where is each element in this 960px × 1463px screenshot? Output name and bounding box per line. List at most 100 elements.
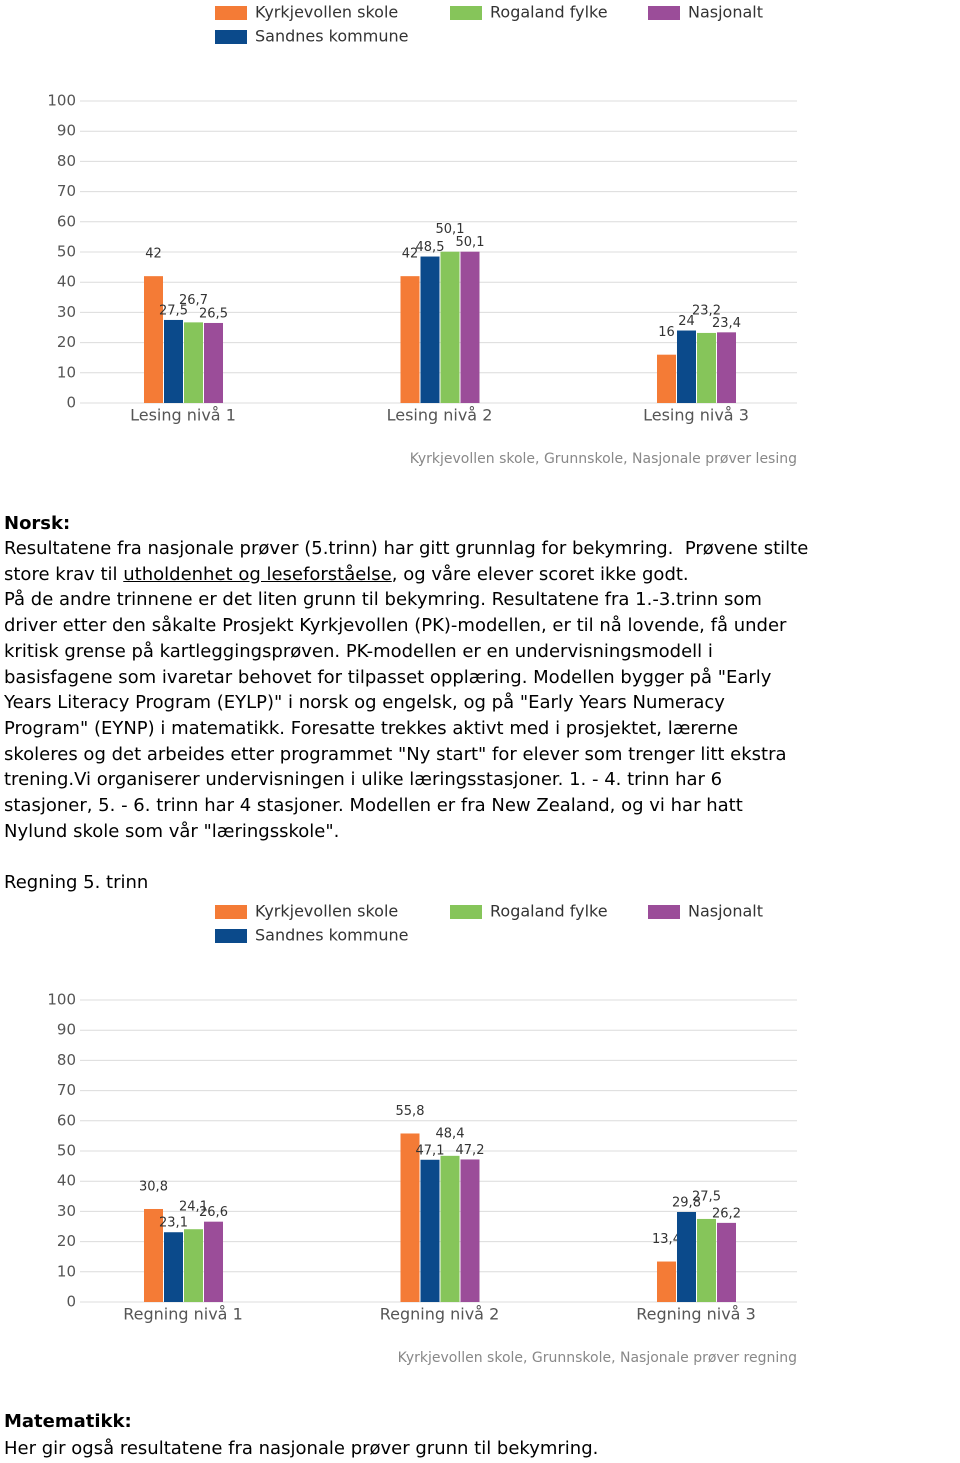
- bar: [717, 332, 736, 403]
- bar: [657, 1261, 676, 1302]
- legend-label: Sandnes kommune: [255, 926, 408, 945]
- bar: [164, 319, 183, 403]
- text-span: På de andre trinnene er det liten grunn …: [4, 589, 762, 611]
- x-tick-label: Lesing nivå 1: [130, 406, 236, 425]
- y-tick-label: 100: [47, 92, 76, 110]
- y-tick-label: 10: [57, 1262, 76, 1280]
- paragraph-line: Program" (EYNP) i matematikk. Foresatte …: [4, 718, 738, 740]
- value-label: 27,5: [159, 303, 188, 318]
- value-label: 55,8: [396, 1104, 425, 1119]
- value-label: 48,5: [416, 240, 445, 255]
- paragraph-line: basisfagene som ivaretar behovet for til…: [4, 667, 771, 689]
- paragraph-line: skoleres og det arbeides etter programme…: [4, 744, 787, 766]
- text-span: kritisk grense på kartleggingsprøven. PK…: [4, 640, 713, 662]
- value-label: 26,7: [179, 293, 208, 308]
- bar: [677, 330, 696, 403]
- y-tick-label: 0: [66, 1293, 76, 1311]
- y-tick-label: 20: [57, 333, 76, 351]
- paragraph-line: På de andre trinnene er det liten grunn …: [4, 589, 762, 611]
- y-tick-label: 70: [57, 1081, 76, 1099]
- y-tick-label: 20: [57, 1232, 76, 1250]
- value-label: 24,1: [179, 1200, 208, 1215]
- bar: [460, 251, 480, 403]
- y-tick-label: 60: [57, 1111, 76, 1129]
- y-tick-label: 70: [57, 182, 76, 200]
- value-label: 42: [402, 247, 419, 262]
- x-tick-label: Regning nivå 2: [380, 1305, 500, 1324]
- paragraph-line: driver etter den såkalte Prosjekt Kyrkje…: [4, 615, 786, 637]
- bar: [144, 1208, 163, 1302]
- value-label: 42: [145, 247, 162, 262]
- x-tick-label: Lesing nivå 3: [643, 406, 749, 425]
- value-label: 47,2: [456, 1143, 485, 1158]
- bar: [144, 276, 163, 403]
- y-tick-label: 30: [57, 1202, 76, 1220]
- legend-swatch: [648, 6, 680, 20]
- legend-swatch: [450, 6, 482, 20]
- value-label: 48,4: [436, 1126, 465, 1141]
- value-label: 13,4: [652, 1232, 681, 1247]
- y-tick-label: 90: [57, 122, 76, 140]
- paragraph-line: store krav til utholdenhet og leseforstå…: [4, 564, 689, 586]
- text-span: skoleres og det arbeides etter programme…: [4, 743, 787, 765]
- value-label: 50,1: [456, 235, 485, 250]
- legend-label: Kyrkjevollen skole: [255, 3, 398, 22]
- text-span: Years Literacy Program (EYLP)" i norsk o…: [4, 692, 725, 714]
- text-span: Nylund skole som vår "læringsskole".: [4, 820, 340, 842]
- legend-label: Kyrkjevollen skole: [255, 902, 398, 921]
- paragraph-line: Resultatene fra nasjonale prøver (5.trin…: [4, 538, 808, 560]
- value-label: 23,4: [712, 316, 741, 331]
- text-span: Resultatene fra nasjonale prøver (5.trin…: [4, 538, 809, 559]
- value-label: 26,6: [199, 1205, 228, 1220]
- value-label: 47,1: [416, 1143, 445, 1158]
- bar: [204, 322, 223, 403]
- x-tick-label: Regning nivå 3: [636, 1305, 756, 1324]
- legend-swatch: [215, 929, 247, 943]
- legend-label: Rogaland fylke: [490, 902, 608, 921]
- legend-label: Nasjonalt: [688, 3, 763, 22]
- y-tick-label: 30: [57, 303, 76, 321]
- legend-swatch: [215, 905, 247, 919]
- legend-label: Sandnes kommune: [255, 27, 408, 46]
- y-tick-label: 50: [57, 1142, 76, 1160]
- bar: [440, 251, 460, 403]
- text-span: basisfagene som ivaretar behovet for til…: [4, 666, 772, 688]
- value-label: 30,8: [139, 1179, 168, 1194]
- value-label: 16: [658, 325, 675, 340]
- y-tick-label: 40: [57, 273, 76, 291]
- bar: [440, 1155, 460, 1302]
- source-caption: Kyrkjevollen skole, Grunnskole, Nasjonal…: [410, 451, 797, 467]
- bar: [420, 256, 440, 403]
- value-label: 24: [678, 314, 695, 329]
- value-label: 23,2: [692, 303, 721, 318]
- bar: [717, 1222, 736, 1302]
- y-tick-label: 40: [57, 1172, 76, 1190]
- legend-swatch: [215, 30, 247, 44]
- y-tick-label: 50: [57, 243, 76, 261]
- bar: [400, 1133, 420, 1302]
- legend-swatch: [450, 905, 482, 919]
- link[interactable]: utholdenhet og leseforståelse: [123, 563, 392, 585]
- value-label: 50,1: [436, 222, 465, 237]
- value-label: 29,8: [672, 1196, 701, 1211]
- y-tick-label: 10: [57, 363, 76, 381]
- bar: [164, 1232, 183, 1302]
- y-tick-label: 80: [57, 152, 76, 170]
- bar: [204, 1221, 223, 1302]
- text-span: , og våre elever scoret ikke godt.: [391, 563, 689, 585]
- y-tick-label: 80: [57, 1051, 76, 1069]
- bar: [184, 322, 203, 403]
- paragraph-line: kritisk grense på kartleggingsprøven. PK…: [4, 641, 713, 663]
- bar: [400, 276, 420, 403]
- legend-swatch: [215, 6, 247, 20]
- paragraph-line: trening.Vi organiserer undervisningen i …: [4, 769, 722, 791]
- value-label: 23,1: [159, 1216, 188, 1231]
- y-tick-label: 60: [57, 212, 76, 230]
- y-tick-label: 100: [47, 991, 76, 1009]
- heading: Regning 5. trinn: [4, 872, 149, 893]
- bar: [697, 332, 716, 403]
- text-span: driver etter den såkalte Prosjekt Kyrkje…: [4, 615, 787, 637]
- text-span: trening.Vi organiserer undervisningen i …: [4, 769, 723, 791]
- heading: Matematikk:: [4, 1411, 132, 1432]
- x-tick-label: Regning nivå 1: [123, 1305, 243, 1324]
